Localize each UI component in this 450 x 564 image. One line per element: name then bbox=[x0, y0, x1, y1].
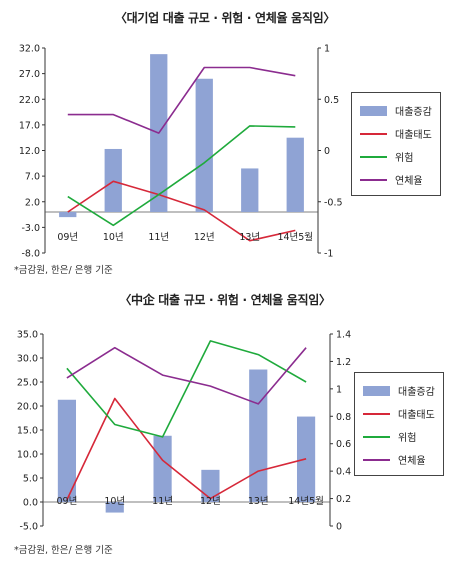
series-line-2 bbox=[67, 125, 296, 227]
x-tick-label: 10년 bbox=[103, 232, 124, 243]
series-line-3 bbox=[67, 66, 296, 134]
series-line-3 bbox=[66, 346, 307, 405]
bar-loan-change bbox=[104, 148, 122, 212]
legend-label: 대출증감 bbox=[398, 387, 435, 398]
x-tick-label: 11년 bbox=[152, 496, 173, 507]
chart-legend: 대출증감 대출태도 위험 연체율 bbox=[354, 372, 444, 476]
left-axis-tick-label: 2.0 bbox=[25, 197, 40, 208]
right-axis-tick-label: 0.8 bbox=[336, 412, 351, 423]
legend-item-lending-attitude: 대출태도 bbox=[360, 122, 432, 145]
left-axis-tick-label: 5.0 bbox=[23, 474, 38, 485]
left-axis-tick-label: 35.0 bbox=[17, 330, 38, 341]
right-axis-tick-label: 0 bbox=[324, 146, 330, 157]
legend-label: 위험 bbox=[398, 433, 417, 444]
left-axis-tick-label: 12.0 bbox=[19, 146, 40, 157]
bar-loan-change bbox=[286, 137, 304, 212]
legend-swatch-line bbox=[363, 435, 390, 438]
legend-swatch-line bbox=[360, 178, 387, 181]
x-tick-label: 13년 bbox=[248, 496, 269, 507]
chart-panel-sme: 〈中企 대출 규모 · 위험 · 연체율 움직임〉 35.0 30.0 25.0 20… bbox=[0, 282, 450, 564]
left-axis-tick-label: -5.0 bbox=[19, 522, 38, 533]
legend-item-risk: 위험 bbox=[363, 425, 435, 448]
right-axis-tick-label: -0.5 bbox=[324, 197, 343, 208]
x-tick-label: 14년5월 bbox=[277, 231, 313, 243]
chart-svg: 32.0 27.0 22.0 17.0 12.0 7.0 2.0 -3.0 -8.0 1 0.5 0 -… bbox=[19, 44, 343, 260]
left-axis-tick-label: 32.0 bbox=[19, 44, 40, 55]
x-tick-label: 11년 bbox=[148, 232, 169, 243]
right-axis-tick-label: 1.2 bbox=[336, 357, 351, 368]
right-axis-tick-label: 0.6 bbox=[336, 439, 351, 450]
chart-panel-large-firms: 〈대기업 대출 규모 · 위험 · 연체율 움직임〉 32.0 27.0 22.0 1… bbox=[14, 11, 441, 276]
left-axis-tick-label: 7.0 bbox=[25, 172, 40, 183]
left-axis-tick-label: 22.0 bbox=[19, 95, 40, 106]
legend-item-loan-change: 대출증감 bbox=[360, 99, 432, 122]
left-axis-tick-label: 17.0 bbox=[19, 120, 40, 131]
series-line-1 bbox=[67, 180, 296, 242]
series-line-2 bbox=[66, 340, 307, 438]
bar-loan-change bbox=[59, 212, 77, 218]
left-axis-tick-label: 10.0 bbox=[17, 450, 38, 461]
chart-title: 〈中企 대출 규모 · 위험 · 연체율 움직임〉 bbox=[119, 293, 331, 307]
chart-title: 〈대기업 대출 규모 · 위험 · 연체율 움직임〉 bbox=[114, 11, 336, 25]
left-axis-tick-label: -8.0 bbox=[21, 249, 40, 260]
x-tick-label: 12년 bbox=[200, 496, 221, 507]
x-tick-label: 09년 bbox=[56, 496, 77, 507]
left-axis-tick-label: 25.0 bbox=[17, 378, 38, 389]
legend-swatch-line bbox=[363, 458, 390, 461]
right-axis-tick-label: 0.2 bbox=[336, 494, 351, 505]
left-axis-tick-label: 30.0 bbox=[17, 354, 38, 365]
series-line-1 bbox=[66, 397, 307, 501]
left-axis-tick-label: -3.0 bbox=[21, 223, 40, 234]
bar-loan-change bbox=[195, 78, 213, 212]
legend-item-risk: 위험 bbox=[360, 145, 432, 168]
legend-label: 대출증감 bbox=[395, 107, 432, 118]
x-tick-label: 12년 bbox=[194, 232, 215, 243]
legend-swatch-line bbox=[360, 155, 387, 158]
legend-label: 연체율 bbox=[395, 176, 423, 187]
x-tick-label: 13년 bbox=[239, 232, 260, 243]
x-tick-label: 10년 bbox=[104, 496, 125, 507]
legend-label: 연체율 bbox=[398, 456, 426, 467]
chart-legend: 대출증감 대출태도 위험 연체율 bbox=[351, 92, 441, 196]
bar-loan-change bbox=[241, 168, 259, 212]
right-axis-tick-label: 0 bbox=[336, 522, 342, 533]
chart-source-note: *금감원, 한은/ 은행 기준 bbox=[14, 545, 113, 556]
x-tick-label: 14년5월 bbox=[288, 495, 324, 507]
legend-swatch-bar bbox=[360, 105, 387, 116]
legend-swatch-line bbox=[363, 412, 390, 415]
bar-loan-change bbox=[105, 502, 124, 513]
left-axis-tick-label: 15.0 bbox=[17, 426, 38, 437]
right-axis-tick-label: -1 bbox=[324, 249, 333, 260]
bar-loan-change bbox=[153, 435, 172, 502]
legend-item-delinquency: 연체율 bbox=[360, 168, 432, 191]
bar-loan-change bbox=[249, 369, 268, 502]
legend-item-loan-change: 대출증감 bbox=[363, 379, 435, 402]
chart-svg: 35.0 30.0 25.0 20.0 15.0 10.0 5.0 0.0 -5.0 1.4 1.2… bbox=[17, 330, 351, 533]
left-axis-tick-label: 0.0 bbox=[23, 498, 38, 509]
legend-item-lending-attitude: 대출태도 bbox=[363, 402, 435, 425]
legend-swatch-bar bbox=[363, 385, 390, 396]
right-axis-tick-label: 1 bbox=[336, 384, 342, 395]
chart-source-note: *금감원, 한은/ 은행 기준 bbox=[14, 265, 113, 276]
legend-label: 대출태도 bbox=[395, 130, 432, 141]
legend-item-delinquency: 연체율 bbox=[363, 448, 435, 471]
legend-label: 대출태도 bbox=[398, 410, 435, 421]
right-axis-tick-label: 0.4 bbox=[336, 467, 351, 478]
left-axis-tick-label: 27.0 bbox=[19, 69, 40, 80]
legend-swatch-line bbox=[360, 132, 387, 135]
legend-label: 위험 bbox=[395, 153, 414, 164]
left-axis-tick-label: 20.0 bbox=[17, 402, 38, 413]
right-axis-tick-label: 1.4 bbox=[336, 330, 351, 341]
x-tick-label: 09년 bbox=[57, 232, 78, 243]
bar-loan-change bbox=[57, 399, 77, 502]
right-axis-tick-label: 1 bbox=[324, 44, 330, 55]
right-axis-tick-label: 0.5 bbox=[324, 95, 339, 106]
